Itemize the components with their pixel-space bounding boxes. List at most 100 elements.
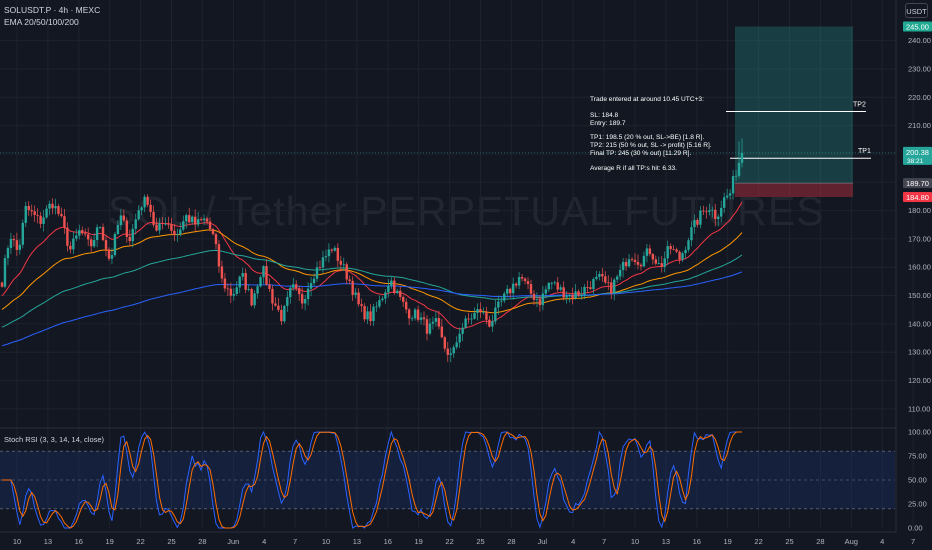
- candle: [500, 295, 503, 307]
- candle-body: [66, 227, 69, 246]
- ema-50-line: [1, 229, 743, 314]
- candle-body: [193, 216, 197, 225]
- candle: [669, 243, 672, 255]
- candle: [128, 229, 131, 246]
- trade-position: [735, 26, 853, 197]
- candle: [21, 219, 25, 249]
- candle: [226, 283, 230, 297]
- candle-body: [461, 327, 464, 334]
- time-tick-label: 22: [136, 537, 144, 546]
- candle-body: [57, 206, 60, 214]
- candle: [95, 224, 99, 248]
- candle-body: [336, 247, 340, 261]
- currency-button[interactable]: USDT: [905, 3, 928, 18]
- ema-100-line: [1, 249, 743, 328]
- candle-body: [378, 300, 381, 307]
- candle-body: [413, 309, 417, 319]
- candle-body: [639, 264, 643, 267]
- candle-body: [734, 175, 738, 177]
- candle-body: [9, 238, 13, 248]
- candle-body: [164, 223, 167, 225]
- candle: [642, 251, 646, 268]
- candle-body: [696, 220, 699, 225]
- candle-body: [92, 240, 96, 247]
- candle-body: [342, 264, 345, 266]
- candle-body: [104, 240, 108, 250]
- candle: [57, 203, 60, 217]
- candle: [125, 217, 129, 243]
- candle-body: [357, 292, 360, 305]
- candle: [152, 205, 155, 228]
- candle-body: [654, 259, 658, 264]
- note-line: TP2: 215 (50 % out, SL -> profit) [5.16 …: [590, 142, 712, 149]
- candle: [506, 284, 509, 298]
- candle-body: [598, 273, 601, 277]
- candle-body: [523, 278, 527, 282]
- candle-body: [449, 353, 452, 355]
- price-tick-label: 130.00: [908, 348, 931, 357]
- candle: [27, 201, 30, 216]
- current-price-tag-bg: [903, 146, 932, 165]
- candle-body: [63, 216, 66, 228]
- candle-body: [98, 227, 102, 228]
- candle: [309, 277, 313, 297]
- candle-body: [176, 234, 179, 236]
- current-price-tag: 200.38: [906, 148, 929, 157]
- ema-legend[interactable]: EMA 20/50/100/200: [4, 17, 79, 27]
- candle-body: [24, 205, 27, 223]
- candle-body: [431, 321, 435, 324]
- candle-body: [728, 193, 732, 196]
- candle-body: [553, 282, 556, 284]
- candle: [479, 302, 482, 318]
- candle: [6, 245, 10, 266]
- candle-body: [69, 245, 72, 250]
- note-line: Average R if all TP:s hit: 6.33.: [590, 165, 677, 172]
- candle-body: [250, 288, 253, 306]
- candle: [81, 226, 84, 236]
- time-tick-label: Aug: [845, 537, 858, 546]
- candle: [339, 255, 342, 272]
- time-tick-label: 10: [13, 537, 21, 546]
- candle-body: [508, 288, 512, 294]
- candle: [75, 228, 78, 242]
- candle: [369, 304, 372, 326]
- candle: [250, 287, 253, 307]
- time-tick-label: 19: [724, 537, 732, 546]
- candle-body: [577, 291, 580, 296]
- candle: [235, 281, 238, 296]
- candle-body: [146, 196, 149, 205]
- candle-body: [488, 319, 491, 327]
- candle: [708, 203, 711, 216]
- candle: [134, 213, 137, 235]
- candle-body: [232, 293, 236, 296]
- candle-body: [155, 224, 158, 231]
- candle: [693, 214, 696, 234]
- price-tick-label: 150.00: [908, 291, 931, 300]
- candle: [202, 214, 206, 225]
- symbol-legend[interactable]: SOLUSDT.P · 4h · MEXC: [4, 5, 101, 15]
- candle-body: [740, 152, 744, 163]
- candle: [639, 263, 643, 271]
- candle-body: [295, 284, 298, 289]
- candle: [526, 277, 530, 290]
- candle: [161, 216, 164, 230]
- candle-body: [48, 203, 51, 209]
- candle: [672, 245, 675, 251]
- candle: [247, 284, 250, 292]
- price-tick-label: 170.00: [908, 234, 931, 243]
- time-axis: 10 13 16 19 22 25 28 Jun 4 7 10 13 16 19 22 25 28 Jul 4 7 10…: [0, 531, 915, 546]
- candle: [327, 243, 331, 263]
- candle: [503, 291, 506, 304]
- candle: [425, 315, 429, 341]
- candle-body: [440, 326, 444, 338]
- candle-body: [541, 293, 545, 306]
- candle-body: [0, 282, 4, 287]
- candle: [185, 213, 188, 229]
- candle-body: [681, 253, 684, 260]
- candle-body: [711, 209, 714, 211]
- stoch-d-line: [2, 431, 742, 529]
- candle: [586, 280, 589, 293]
- candle-body: [393, 280, 396, 293]
